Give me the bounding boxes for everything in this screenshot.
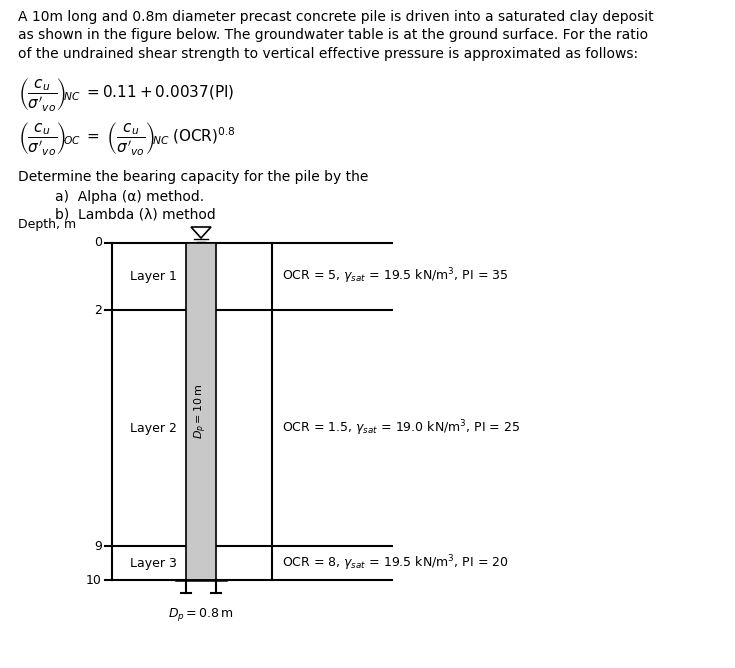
Text: 10: 10	[86, 574, 102, 587]
Text: $D_p = 0.8\,\mathrm{m}$: $D_p = 0.8\,\mathrm{m}$	[168, 606, 234, 623]
Polygon shape	[191, 227, 211, 238]
Text: Layer 1: Layer 1	[130, 270, 177, 283]
Text: 9: 9	[94, 540, 102, 553]
Text: Depth, m: Depth, m	[18, 218, 76, 231]
Text: OCR = 1.5, $\gamma_{sat}$ = 19.0 kN/m$^3$, PI = 25: OCR = 1.5, $\gamma_{sat}$ = 19.0 kN/m$^3…	[282, 419, 520, 438]
Text: A 10m long and 0.8m diameter precast concrete pile is driven into a saturated cl: A 10m long and 0.8m diameter precast con…	[18, 10, 653, 61]
Text: Determine the bearing capacity for the pile by the: Determine the bearing capacity for the p…	[18, 170, 368, 184]
Text: OCR = 5, $\gamma_{sat}$ = 19.5 kN/m$^3$, PI = 35: OCR = 5, $\gamma_{sat}$ = 19.5 kN/m$^3$,…	[282, 267, 509, 287]
Text: $\left(\dfrac{c_u}{\sigma'_{vo}}\right)_{\!\!OC}$$\;=\;\left(\dfrac{c_u}{\sigma': $\left(\dfrac{c_u}{\sigma'_{vo}}\right)_…	[18, 120, 236, 157]
Text: a)  Alpha (α) method.: a) Alpha (α) method.	[55, 190, 204, 204]
Text: Layer 3: Layer 3	[130, 556, 177, 570]
Bar	[186, 243, 216, 580]
Text: 0: 0	[94, 236, 102, 250]
Text: Layer 2: Layer 2	[130, 422, 177, 435]
Text: OCR = 8, $\gamma_{sat}$ = 19.5 kN/m$^3$, PI = 20: OCR = 8, $\gamma_{sat}$ = 19.5 kN/m$^3$,…	[282, 553, 509, 573]
Text: 2: 2	[94, 304, 102, 317]
Text: $D_p = 10\,\mathrm{m}$: $D_p = 10\,\mathrm{m}$	[193, 384, 209, 439]
Text: b)  Lambda (λ) method: b) Lambda (λ) method	[55, 208, 216, 222]
Text: $\left(\dfrac{c_u}{\sigma'_{vo}}\right)_{\!\!NC}$$\;= 0.11 + 0.0037(\mathrm{PI}): $\left(\dfrac{c_u}{\sigma'_{vo}}\right)_…	[18, 76, 234, 113]
